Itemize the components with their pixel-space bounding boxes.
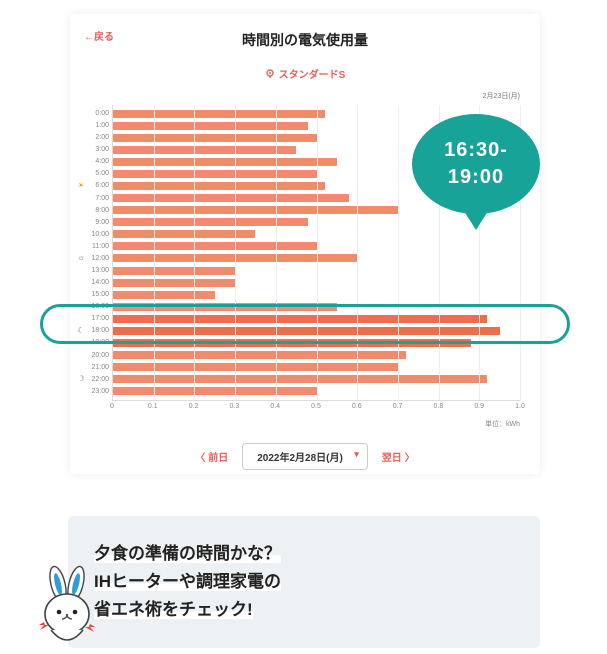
bar-hour-label: 11:00	[85, 243, 109, 250]
x-tick: 0.2	[189, 403, 199, 410]
usage-bar	[113, 122, 308, 130]
chart-corner-date: 2月23日(月)	[112, 91, 520, 101]
x-tick: 0.1	[148, 403, 158, 410]
time-of-day-icon: ☾	[77, 327, 85, 335]
prev-day-button[interactable]: 〈 前日	[195, 449, 228, 464]
bar-hour-label: 12:00	[85, 255, 109, 262]
prev-day-label: 前日	[208, 449, 228, 464]
x-tick: 0.4	[270, 403, 280, 410]
next-day-button[interactable]: 翌日 〉	[382, 449, 415, 464]
tip-line2: IHヒーターや調理家電の	[94, 572, 281, 591]
usage-bar	[113, 315, 487, 323]
date-navigation: 〈 前日 2022年2月28日(月) 翌日 〉	[84, 443, 526, 470]
tip-line1: 夕食の準備の時間かな？	[94, 544, 281, 563]
bar-hour-label: 6:00	[85, 182, 109, 189]
bar-hour-label: 23:00	[85, 388, 109, 395]
tip-message-box: 夕食の準備の時間かな？ IHヒーターや調理家電の 省エネ術をチェック!	[68, 516, 540, 648]
usage-bar	[113, 194, 349, 202]
plan-line: スタンダードS	[84, 66, 526, 81]
bar-hour-label: 15:00	[85, 291, 109, 298]
x-tick: 0.3	[230, 403, 240, 410]
bar-hour-label: 22:00	[85, 376, 109, 383]
bar-hour-label: 4:00	[85, 158, 109, 165]
usage-bar	[113, 230, 255, 238]
bar-hour-label: 8:00	[85, 207, 109, 214]
usage-bar	[113, 242, 317, 250]
bar-hour-label: 7:00	[85, 195, 109, 202]
bar-hour-label: 9:00	[85, 219, 109, 226]
usage-card: ←戻る 時間別の電気使用量 スタンダードS 2月23日(月) 0:00 1:00 2…	[70, 14, 540, 474]
usage-bar	[113, 339, 471, 347]
usage-bar	[113, 218, 308, 226]
plan-label: スタンダードS	[279, 66, 346, 81]
usage-bar	[113, 363, 398, 371]
usage-bar	[113, 267, 235, 275]
unit-label: 単位：kWh	[485, 419, 520, 429]
page-title: 時間別の電気使用量	[84, 30, 526, 50]
bar-hour-label: 10:00	[85, 231, 109, 238]
bar-hour-label: 2:00	[85, 134, 109, 141]
usage-bar	[113, 146, 296, 154]
date-select-value: 2022年2月28日(月)	[257, 453, 343, 464]
back-link[interactable]: ←戻る	[84, 28, 114, 43]
usage-bar	[113, 279, 235, 287]
rabbit-mascot-icon	[34, 564, 112, 654]
bar-hour-label: 0:00	[85, 110, 109, 117]
bar-hour-label: 21:00	[85, 364, 109, 371]
next-day-label: 翌日	[382, 449, 402, 464]
bar-hour-label: 19:00	[85, 339, 109, 346]
usage-bar	[113, 182, 325, 190]
bar-hour-label: 1:00	[85, 122, 109, 129]
bar-hour-label: 20:00	[85, 352, 109, 359]
bar-hour-label: 17:00	[85, 315, 109, 322]
usage-bar	[113, 375, 487, 383]
bubble-line2: 19:00	[448, 166, 504, 188]
bar-hour-label: 16:00	[85, 303, 109, 310]
chevron-left-icon: 〈	[195, 449, 205, 464]
x-tick: 1.0	[515, 403, 525, 410]
usage-bar	[113, 303, 337, 311]
plan-icon	[265, 69, 275, 79]
x-axis-ticks: 00.10.20.30.40.50.60.70.80.91.0	[112, 401, 520, 415]
time-range-bubble: 16:30- 19:00	[412, 114, 540, 214]
x-tick: 0.7	[393, 403, 403, 410]
bar-hour-label: 18:00	[85, 327, 109, 334]
time-of-day-icon: ☽	[77, 375, 85, 383]
bar-hour-label: 3:00	[85, 146, 109, 153]
chevron-right-icon: 〉	[405, 449, 415, 464]
date-select[interactable]: 2022年2月28日(月)	[242, 443, 368, 470]
x-tick: 0.9	[474, 403, 484, 410]
time-of-day-icon: ☀	[77, 182, 85, 190]
usage-bar	[113, 206, 398, 214]
tip-line3: 省エネ術をチェック!	[94, 600, 253, 619]
time-of-day-icon: ☼	[77, 254, 85, 262]
usage-bar	[113, 158, 337, 166]
usage-bar	[113, 327, 500, 335]
bar-hour-label: 5:00	[85, 170, 109, 177]
usage-bar	[113, 387, 317, 395]
usage-bar	[113, 110, 325, 118]
usage-bar	[113, 170, 317, 178]
tip-block: 夕食の準備の時間かな？ IHヒーターや調理家電の 省エネ術をチェック!	[68, 516, 540, 648]
usage-bar	[113, 134, 317, 142]
usage-bar	[113, 351, 406, 359]
bar-hour-label: 14:00	[85, 279, 109, 286]
x-tick: 0.5	[311, 403, 321, 410]
x-tick: 0.8	[434, 403, 444, 410]
x-tick: 0	[110, 403, 114, 410]
bubble-line1: 16:30-	[444, 139, 508, 161]
usage-bar	[113, 291, 215, 299]
bar-hour-label: 13:00	[85, 267, 109, 274]
x-tick: 0.6	[352, 403, 362, 410]
